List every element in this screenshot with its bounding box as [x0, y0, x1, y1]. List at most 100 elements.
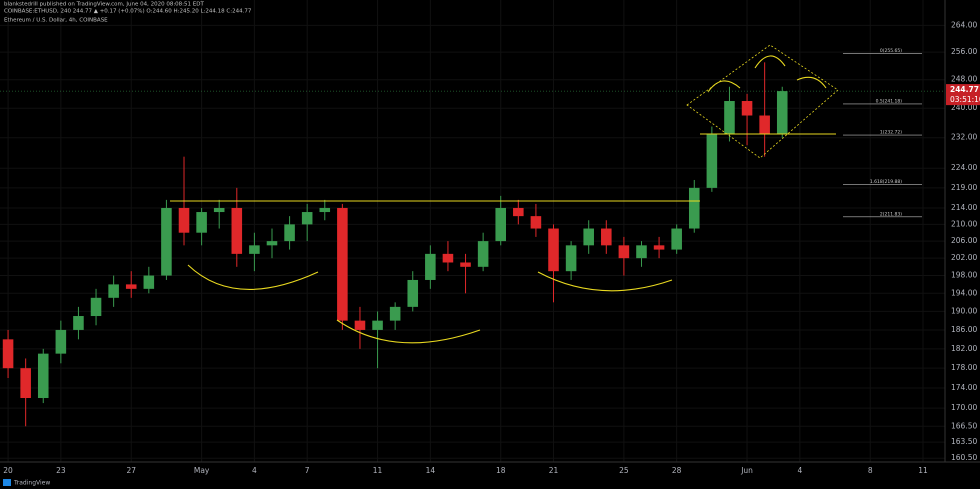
- candle-body: [671, 228, 682, 250]
- fib-label: 2(211.83): [880, 211, 902, 217]
- y-tick-label: 174.00: [951, 383, 977, 392]
- fib-label: 1(232.72): [880, 130, 902, 136]
- last-price-label: 244.77: [950, 85, 979, 94]
- y-tick-label: 160.50: [951, 453, 977, 462]
- candles: [2, 62, 788, 427]
- brand: TradingView: [13, 480, 50, 487]
- candle-body: [688, 187, 700, 229]
- y-tick-label: 206.00: [951, 236, 977, 245]
- y-tick-label: 219.00: [951, 183, 977, 192]
- y-tick-label: 240.00: [951, 103, 977, 112]
- y-tick-label: 202.00: [951, 253, 977, 262]
- drawings: [170, 44, 839, 344]
- candle-body: [513, 207, 524, 217]
- y-tick-label: 232.00: [951, 133, 977, 142]
- x-tick-label: 4: [797, 466, 802, 475]
- candle-body: [301, 212, 313, 225]
- candle-body: [425, 253, 436, 280]
- x-tick-label: 23: [56, 466, 66, 475]
- y-tick-label: 190.00: [951, 306, 977, 315]
- candle-body: [319, 207, 331, 213]
- candle-body: [90, 297, 102, 317]
- candle-body: [548, 228, 559, 272]
- candle-body: [213, 207, 225, 213]
- chart-title: Ethereum / U.S. Dollar, 4h, COINBASE: [4, 18, 108, 24]
- candle-body: [161, 207, 172, 276]
- candle-body: [354, 320, 366, 330]
- candle-body: [565, 245, 577, 272]
- candle-body: [759, 115, 770, 134]
- x-tick-label: 28: [672, 466, 682, 475]
- y-tick-label: 256.00: [951, 47, 977, 56]
- y-tick-label: 214.00: [951, 203, 977, 212]
- x-tick-label: 11: [373, 466, 383, 475]
- candle-body: [337, 207, 348, 321]
- candle-body: [372, 320, 383, 330]
- candle-body: [20, 368, 31, 399]
- candle-body: [196, 212, 207, 233]
- curve: [336, 319, 481, 344]
- curve: [754, 55, 786, 69]
- y-tick-label: 194.00: [951, 288, 977, 297]
- x-tick-label: 27: [126, 466, 136, 475]
- x-tick-label: 18: [496, 466, 506, 475]
- x-tick-label: 11: [918, 466, 928, 475]
- candle-body: [653, 245, 665, 250]
- x-tick-label: Jun: [740, 466, 753, 475]
- candle-body: [636, 245, 647, 259]
- y-tick-label: 182.00: [951, 344, 977, 353]
- x-tick-label: 14: [426, 466, 436, 475]
- candle-body: [231, 207, 243, 254]
- candle-body: [601, 228, 612, 246]
- y-tick-label: 166.50: [951, 421, 977, 430]
- candle-body: [618, 245, 630, 259]
- brand-logo: [3, 479, 11, 486]
- fib-label: 1.618(219.88): [870, 179, 902, 185]
- candle-body: [583, 228, 594, 246]
- fib-levels: 0(255.65) 0.5(241.18) 1(232.72) 1.618(219.8…: [843, 48, 922, 217]
- candle-body: [442, 253, 454, 263]
- candle-body: [178, 207, 190, 233]
- candle-body: [530, 216, 542, 229]
- y-tick-label: 248.00: [951, 75, 977, 84]
- fib-label: 0.5(241.18): [876, 98, 903, 104]
- candle-body: [724, 101, 735, 134]
- curve: [187, 264, 319, 290]
- x-tick-label: 20: [3, 466, 13, 475]
- candle-body: [125, 284, 137, 289]
- countdown: 03:51:10: [950, 95, 980, 104]
- price-box: [946, 84, 980, 106]
- y-tick-label: 224.00: [951, 163, 977, 172]
- candle-body: [108, 284, 119, 298]
- ticker-line: COINBASE:ETHUSD, 240 244.77 ▲ +0.17 (+0.…: [4, 9, 252, 15]
- tick-labels: 264.00 256.00 248.00 240.00 232.00 224.00 219.…: [0, 20, 980, 475]
- y-tick-label: 264.00: [951, 20, 977, 29]
- y-tick-label: 186.00: [951, 325, 977, 334]
- grid: [0, 0, 945, 462]
- candle-body: [776, 91, 788, 134]
- candle-body: [460, 262, 471, 267]
- candle-body: [284, 224, 295, 242]
- curve: [707, 80, 741, 93]
- candle-body: [741, 101, 753, 116]
- candle-body: [249, 245, 260, 254]
- x-tick-label: 4: [252, 466, 257, 475]
- candle-body: [37, 353, 49, 399]
- curve: [537, 271, 673, 292]
- x-tick-label: May: [194, 466, 210, 475]
- x-tick-label: 25: [619, 466, 629, 475]
- curve: [796, 76, 827, 89]
- candle-body: [706, 133, 718, 188]
- candle-body: [73, 316, 84, 330]
- y-tick-label: 170.00: [951, 403, 977, 412]
- candle-body: [389, 306, 401, 321]
- candle-body: [2, 339, 14, 369]
- x-tick-label: 7: [305, 466, 310, 475]
- candle-body: [477, 241, 489, 267]
- published: blankstedrill published on TradingView.c…: [4, 2, 204, 8]
- diamond: [686, 44, 839, 159]
- fib-label: 0(255.65): [880, 48, 902, 54]
- candle-body: [266, 241, 278, 246]
